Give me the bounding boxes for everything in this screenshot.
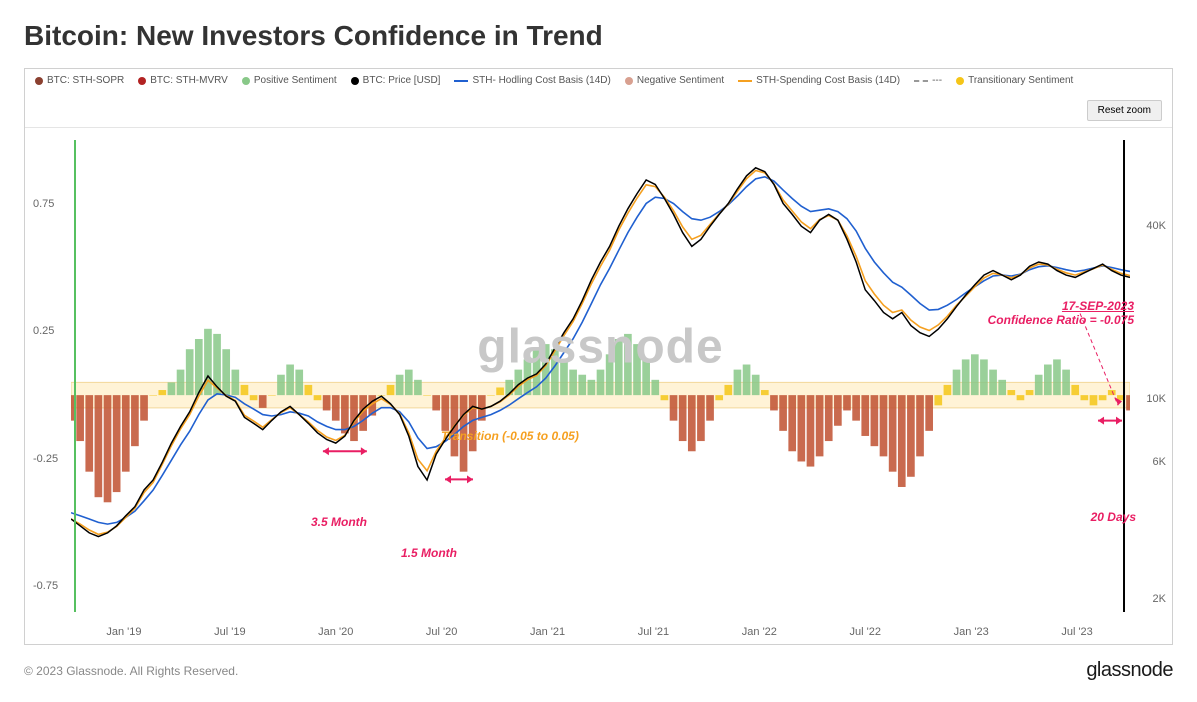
brand-logo-text: glassnode (1086, 659, 1173, 682)
reset-zoom-button[interactable]: Reset zoom (1087, 100, 1162, 121)
legend-swatch (138, 77, 146, 85)
x-tick: Jul '20 (426, 626, 457, 638)
legend-item[interactable]: Transitionary Sentiment (956, 75, 1073, 86)
x-tick: Jul '22 (850, 626, 881, 638)
legend-item[interactable]: STH-Spending Cost Basis (14D) (738, 75, 900, 86)
legend-bar: BTC: STH-SOPR BTC: STH-MVRV Positive Senti… (25, 69, 1172, 128)
legend-swatch (351, 77, 359, 85)
legend-item[interactable]: STH- Hodling Cost Basis (14D) (454, 75, 610, 86)
legend-swatch (625, 77, 633, 85)
x-tick: Jan '23 (954, 626, 989, 638)
y-right-tick: 6K (1153, 456, 1166, 468)
x-tick: Jul '21 (638, 626, 669, 638)
legend-swatch (35, 77, 43, 85)
legend-swatch (242, 77, 250, 85)
y-right-tick: 10K (1146, 393, 1166, 405)
legend-label: Transitionary Sentiment (968, 75, 1073, 86)
legend-item[interactable]: --- (914, 75, 942, 86)
legend-label: BTC: STH-SOPR (47, 75, 124, 86)
y-right-tick: 2K (1153, 593, 1166, 605)
legend-label: Negative Sentiment (637, 75, 724, 86)
y-right-tick: 40K (1146, 220, 1166, 232)
legend-swatch (956, 77, 964, 85)
plot-area[interactable]: glassnode 3.5 Month 1.5 Month Transition… (71, 136, 1130, 616)
legend-label: STH- Hodling Cost Basis (14D) (472, 75, 610, 86)
plot-wrapper: glassnode 3.5 Month 1.5 Month Transition… (25, 128, 1172, 644)
y-left-tick: 0.75 (33, 198, 54, 210)
x-tick: Jul '23 (1061, 626, 1092, 638)
y-left-tick: -0.25 (33, 453, 58, 465)
legend-label: BTC: Price [USD] (363, 75, 441, 86)
legend-item[interactable]: Positive Sentiment (242, 75, 337, 86)
legend-swatch (738, 80, 752, 82)
legend-label: STH-Spending Cost Basis (14D) (756, 75, 900, 86)
x-tick: Jan '20 (318, 626, 353, 638)
legend-label: --- (932, 75, 942, 86)
legend-label: BTC: STH-MVRV (150, 75, 228, 86)
legend-label: Positive Sentiment (254, 75, 337, 86)
footer: © 2023 Glassnode. All Rights Reserved. g… (24, 659, 1173, 682)
x-tick: Jan '19 (106, 626, 141, 638)
chart-title: Bitcoin: New Investors Confidence in Tre… (24, 20, 1173, 52)
legend-item[interactable]: BTC: STH-MVRV (138, 75, 228, 86)
legend-item[interactable]: BTC: Price [USD] (351, 75, 441, 86)
legend-item[interactable]: Negative Sentiment (625, 75, 724, 86)
x-tick: Jan '21 (530, 626, 565, 638)
y-left-tick: -0.75 (33, 580, 58, 592)
x-tick: Jul '19 (214, 626, 245, 638)
legend-swatch (454, 80, 468, 82)
legend-swatch (914, 80, 928, 82)
chart-svg (71, 136, 1130, 616)
legend-item[interactable]: BTC: STH-SOPR (35, 75, 124, 86)
x-tick: Jan '22 (742, 626, 777, 638)
y-left-tick: 0.25 (33, 325, 54, 337)
copyright-text: © 2023 Glassnode. All Rights Reserved. (24, 664, 238, 678)
chart-panel: BTC: STH-SOPR BTC: STH-MVRV Positive Senti… (24, 68, 1173, 645)
